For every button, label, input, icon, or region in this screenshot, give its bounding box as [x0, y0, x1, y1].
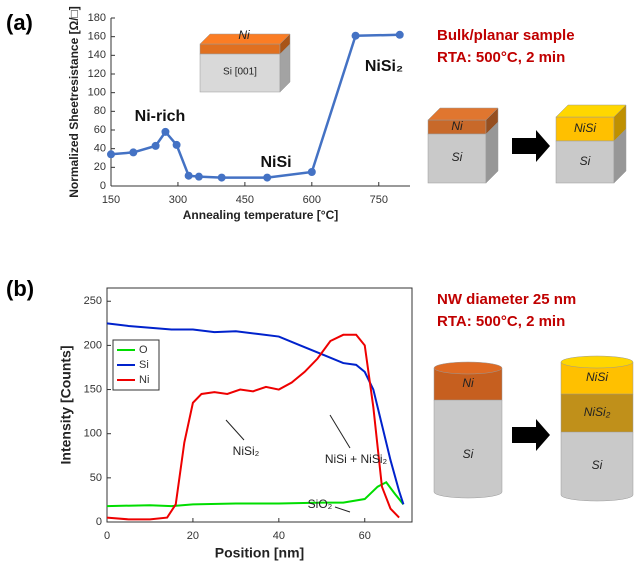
y-tick-label: 0: [96, 516, 102, 528]
panel-label: (b): [6, 276, 34, 301]
panel-label: (a): [6, 10, 33, 35]
layer-label: Si: [463, 447, 474, 461]
layer-label: Si: [452, 150, 463, 164]
annotation-arrow: [334, 506, 351, 513]
data-point: [217, 173, 226, 182]
annotation-arrow: [329, 414, 351, 449]
annotation-arrow: [225, 419, 245, 441]
y-tick-label: 20: [94, 161, 106, 173]
x-tick-label: 450: [236, 194, 254, 206]
condition: RTA: 500°C, 2 min: [437, 49, 565, 66]
y-tick-label: 200: [84, 339, 102, 351]
layer-label: Si: [592, 458, 603, 472]
layer-label: Si: [580, 154, 591, 168]
legend-label: O: [139, 344, 148, 356]
data-point: [129, 148, 138, 157]
arrow: [512, 130, 550, 162]
y-tick-label: 40: [94, 143, 106, 155]
y-tick-label: 150: [84, 383, 102, 395]
data-point: [351, 31, 360, 40]
layer-side: [279, 43, 291, 93]
layer-side: [613, 128, 627, 184]
data-point: [151, 141, 160, 150]
data-line: [106, 322, 405, 505]
y-tick-label: 120: [88, 68, 106, 80]
y-tick-label: 100: [88, 87, 106, 99]
layer-label: Ni: [462, 376, 474, 390]
layer-top: [555, 104, 627, 118]
layer-front: [199, 53, 281, 93]
x-axis-label: Position [nm]: [215, 545, 304, 561]
annotation: NiSi₂: [365, 58, 403, 75]
cyl-top: [433, 361, 503, 375]
layer-label: NiSi₂: [584, 405, 611, 419]
layer-label: Ni: [451, 119, 463, 133]
condition: NW diameter 25 nm: [437, 291, 576, 308]
y-tick-label: 60: [94, 124, 106, 136]
annotation: NiSi + NiSi₂: [325, 452, 388, 466]
data-point: [263, 173, 272, 182]
condition: RTA: 500°C, 2 min: [437, 313, 565, 330]
x-tick-label: 40: [273, 530, 285, 542]
condition: Bulk/planar sample: [437, 27, 575, 44]
layer-top: [199, 33, 291, 45]
legend-label: Ni: [139, 374, 149, 386]
data-point: [184, 171, 193, 180]
layer-front: [199, 43, 281, 55]
annotation: NiSi₂: [233, 444, 260, 458]
layer-label: NiSi: [574, 121, 596, 135]
layer-label: NiSi: [586, 370, 608, 384]
layer-front: [555, 116, 615, 142]
y-tick-label: 100: [84, 428, 102, 440]
annotation: Ni-rich: [135, 108, 186, 125]
y-tick-label: 180: [88, 12, 106, 24]
x-tick-label: 0: [104, 530, 110, 542]
x-tick-label: 20: [187, 530, 199, 542]
layer-label: Si [001]: [223, 67, 257, 78]
cyl-top: [560, 355, 634, 369]
data-point: [107, 150, 115, 159]
layer-label: Ni: [238, 28, 250, 42]
y-tick-label: 0: [100, 180, 106, 192]
annotation: NiSi: [260, 154, 291, 171]
layer-top: [427, 107, 499, 121]
y-tick-label: 140: [88, 49, 106, 61]
cyl-body: [433, 399, 503, 499]
layer-side: [485, 121, 499, 184]
legend-label: Si: [139, 359, 149, 371]
y-tick-label: 250: [84, 295, 102, 307]
x-tick-label: 600: [303, 194, 321, 206]
plot-frame: [106, 287, 413, 523]
data-point: [161, 127, 170, 136]
x-tick-label: 300: [169, 194, 187, 206]
x-axis-label: Annealing temperature [°C]: [183, 208, 338, 222]
y-tick-label: 50: [90, 472, 102, 484]
data-point: [172, 140, 181, 149]
data-point: [395, 30, 404, 39]
arrow: [512, 419, 550, 451]
data-point: [307, 168, 316, 176]
y-axis-label: Normalized Sheetresistance [Ω/□]: [67, 6, 81, 198]
x-tick-label: 60: [359, 530, 371, 542]
y-axis-label: Intensity [Counts]: [58, 346, 74, 465]
layer-front: [555, 140, 615, 184]
x-tick-label: 150: [102, 194, 120, 206]
y-tick-label: 160: [88, 31, 106, 43]
x-tick-label: 750: [370, 194, 388, 206]
cyl-body: [560, 431, 634, 502]
data-point: [194, 172, 203, 181]
data-line: [106, 480, 405, 508]
y-tick-label: 80: [94, 105, 106, 117]
annotation: SiO₂: [308, 497, 333, 511]
layer-front: [427, 133, 487, 184]
data-line: [106, 333, 400, 521]
